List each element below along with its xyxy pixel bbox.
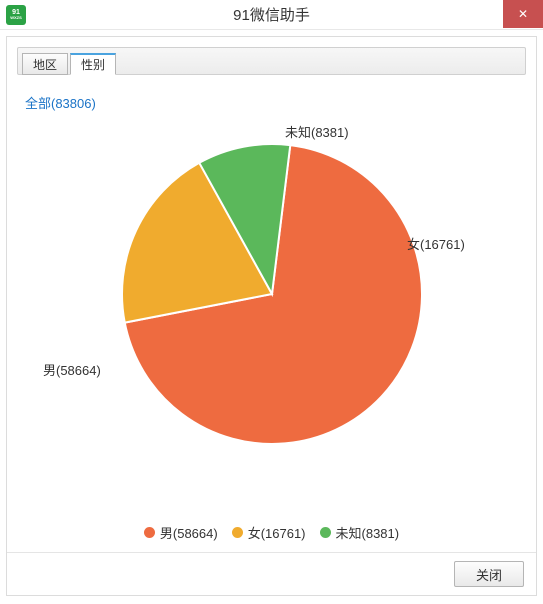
app-icon-bottom: WXZS bbox=[10, 16, 22, 20]
window-title: 91微信助手 bbox=[0, 4, 543, 25]
link-all-text: 全部(83806) bbox=[25, 96, 96, 111]
legend-swatch-female bbox=[232, 527, 243, 538]
pie-chart: 男(58664) 女(16761) 未知(8381) bbox=[7, 112, 536, 515]
close-button[interactable]: 关闭 bbox=[454, 561, 524, 587]
slice-label-unknown: 未知(8381) bbox=[285, 122, 349, 141]
legend-swatch-male bbox=[144, 527, 155, 538]
slice-label-male: 男(58664) bbox=[43, 360, 101, 379]
legend-label-male: 男(58664) bbox=[160, 523, 218, 542]
footer: 关闭 bbox=[7, 552, 536, 595]
legend-item-unknown: 未知(8381) bbox=[320, 523, 400, 542]
legend-item-male: 男(58664) bbox=[144, 523, 218, 542]
link-all[interactable]: 全部(83806) bbox=[25, 93, 536, 112]
slice-label-female: 女(16761) bbox=[407, 234, 465, 253]
close-icon: ✕ bbox=[518, 7, 528, 21]
tab-gender[interactable]: 性别 bbox=[70, 53, 116, 75]
legend: 男(58664) 女(16761) 未知(8381) bbox=[7, 523, 536, 542]
content-panel: 地区 性别 全部(83806) 男(58664) 女(16761) 未知(838… bbox=[6, 36, 537, 596]
tabbar: 地区 性别 bbox=[17, 47, 526, 75]
window-close-button[interactable]: ✕ bbox=[503, 0, 543, 28]
legend-label-female: 女(16761) bbox=[248, 523, 306, 542]
legend-item-female: 女(16761) bbox=[232, 523, 306, 542]
pie-svg bbox=[42, 112, 502, 472]
titlebar: 91 WXZS 91微信助手 ✕ bbox=[0, 0, 543, 30]
app-icon: 91 WXZS bbox=[6, 5, 26, 25]
legend-swatch-unknown bbox=[320, 527, 331, 538]
tab-region[interactable]: 地区 bbox=[22, 53, 68, 75]
legend-label-unknown: 未知(8381) bbox=[336, 523, 400, 542]
